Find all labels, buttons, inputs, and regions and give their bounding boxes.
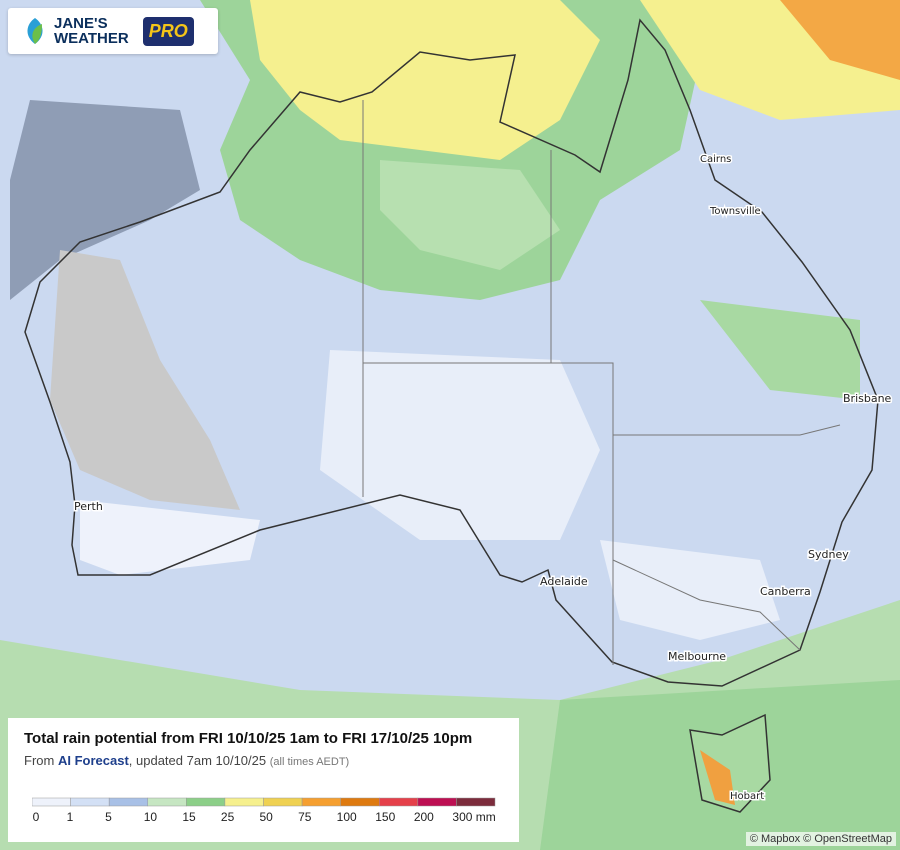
- rain-dark: [10, 100, 200, 300]
- state-borders: [362, 100, 841, 665]
- city-label: Perth: [74, 500, 103, 513]
- scale-swatch: [70, 797, 110, 807]
- scale-swatch: [417, 797, 457, 807]
- brand-line: WEATHER: [54, 30, 129, 47]
- coastline: [24, 18, 879, 687]
- rain-light: [80, 500, 260, 575]
- scale-label: 100: [337, 810, 357, 824]
- scale-label: 300 mm: [452, 810, 495, 824]
- subtitle-prefix: From: [24, 753, 55, 768]
- scale-label: 5: [105, 810, 112, 824]
- subtitle-updated: , updated 7am 10/10/25: [128, 753, 267, 768]
- subtitle-note: (all times AEDT): [269, 756, 350, 768]
- scale-swatch: [340, 797, 380, 807]
- scale-label: 25: [221, 810, 235, 824]
- scale-swatch: [186, 797, 226, 807]
- scale-label: 15: [182, 810, 196, 824]
- rain-orange: [700, 750, 735, 805]
- city-label: Cairns: [700, 154, 731, 165]
- scale-label: 200: [414, 810, 434, 824]
- scale-swatch: [456, 797, 496, 807]
- logo-icon: [27, 18, 43, 44]
- city-label: Sydney: [808, 548, 849, 561]
- tasmania: [689, 713, 771, 813]
- logo[interactable]: JANE'S WEATHER PRO: [8, 8, 218, 54]
- city-label: Brisbane: [843, 392, 892, 405]
- attribution[interactable]: © Mapbox © OpenStreetMap: [745, 832, 896, 846]
- scale-label: 0: [33, 810, 40, 824]
- scale-label: 1: [67, 810, 74, 824]
- pro-text: PRO: [148, 20, 188, 41]
- city-label: Hobart: [730, 791, 764, 802]
- rain-grey: [50, 250, 240, 510]
- city-label: Townsville: [709, 206, 761, 217]
- legend-title: Total rain potential from FRI 10/10/25 1…: [24, 730, 473, 747]
- scale-label: 10: [144, 810, 158, 824]
- rain-light: [320, 350, 600, 540]
- scale-swatch: [147, 797, 187, 807]
- pro-badge: PRO: [142, 16, 194, 46]
- scale-label: 50: [260, 810, 274, 824]
- brand: JANE'S WEATHER: [54, 16, 129, 46]
- rain-green: [700, 300, 860, 400]
- scale-swatch: [32, 797, 71, 807]
- scale-label: 150: [375, 810, 395, 824]
- city-label: Adelaide: [540, 575, 588, 588]
- legend: Total rain potential from FRI 10/10/25 1…: [8, 718, 519, 842]
- scale-swatch: [379, 797, 419, 807]
- city-label: Canberra: [760, 585, 811, 598]
- legend-subtitle: From AI Forecast, updated 7am 10/10/25 (…: [24, 753, 349, 768]
- rain-green: [380, 160, 560, 270]
- scale-label: 75: [298, 810, 312, 824]
- rain-orange: [780, 0, 900, 80]
- scale-swatch: [108, 797, 148, 807]
- color-scale: 0 1 5 10 15 25 50 75 100 150 200 300 mm: [32, 797, 496, 824]
- scale-swatch: [263, 797, 303, 807]
- rain-light: [600, 540, 780, 640]
- forecast-source: AI Forecast: [57, 753, 129, 768]
- city-label: Melbourne: [668, 650, 726, 663]
- brand-line: JANE'S: [54, 15, 108, 32]
- scale-swatch: [224, 797, 264, 807]
- scale-swatch: [301, 797, 341, 807]
- rain-yellow: [250, 0, 600, 160]
